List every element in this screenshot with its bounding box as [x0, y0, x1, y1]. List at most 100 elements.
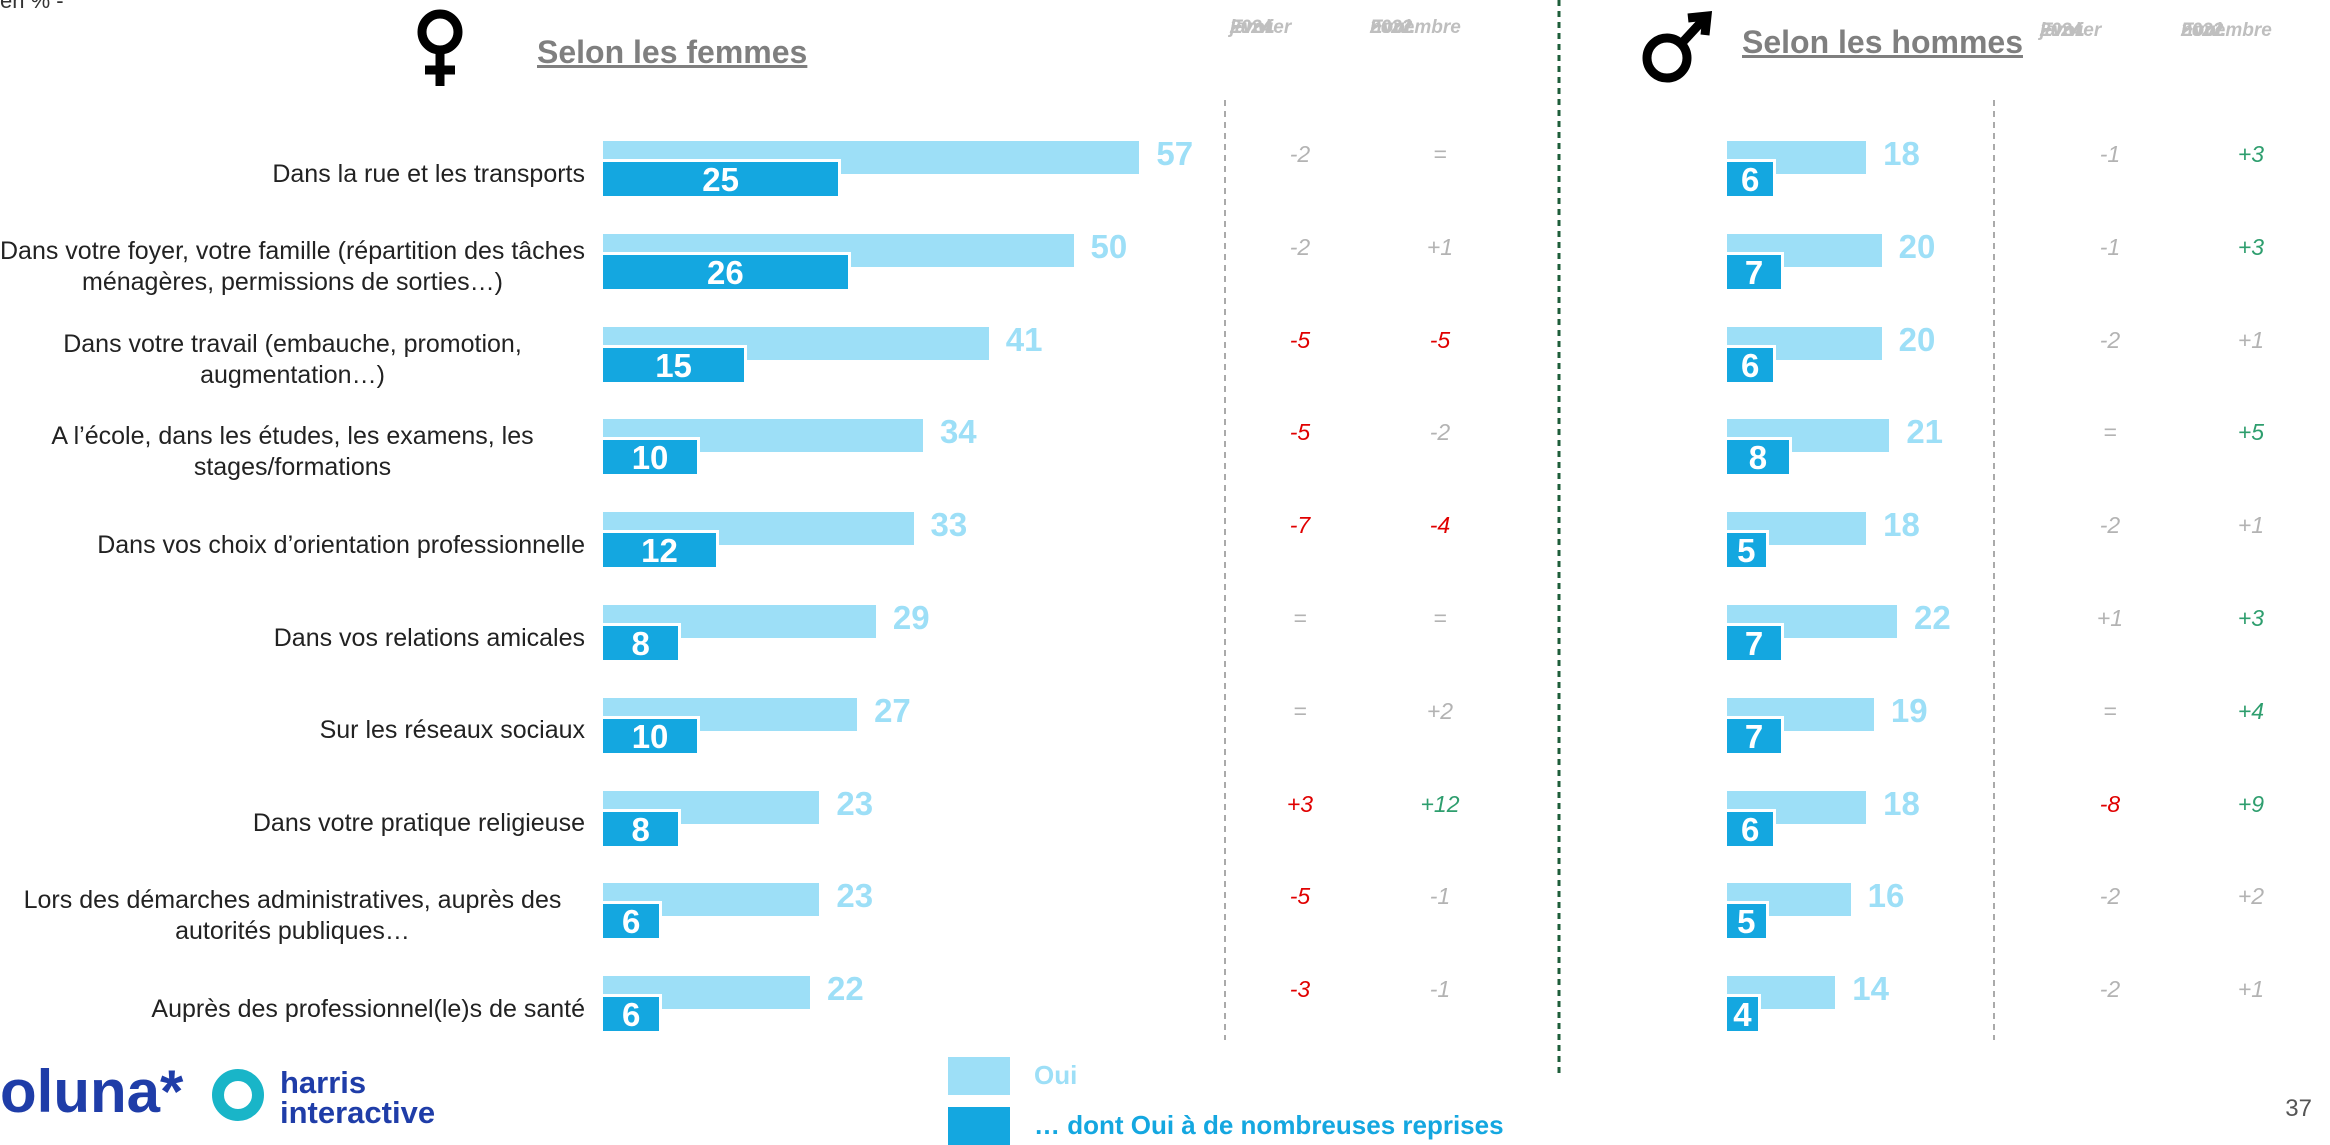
value-label: 7 [1744, 717, 1764, 755]
bar [603, 254, 848, 289]
bar [603, 533, 716, 568]
bar [1727, 718, 1782, 753]
category-box: Lors des démarches administratives, aupr… [0, 881, 585, 951]
evol-value: = [1293, 697, 1307, 724]
category-box: Auprès des professionnel(le)s de santé [0, 974, 585, 1044]
category-label: A l’école, dans les études, les examens,… [51, 422, 534, 482]
evol-header-line: 2024 [2040, 20, 2083, 41]
value-label: 34 [939, 413, 977, 451]
female-symbol [417, 9, 463, 86]
category-box: Dans votre foyer, votre famille (réparti… [0, 232, 585, 302]
value-label: 8 [631, 810, 650, 848]
male-symbol [1642, 10, 1713, 83]
value-label: 50 [1090, 227, 1128, 265]
value-label: 21 [1906, 413, 1944, 451]
value-label: 6 [622, 996, 641, 1034]
bar [1727, 440, 1789, 475]
evol-value: -1 [1429, 976, 1451, 1003]
evol-value: +1 [2237, 512, 2265, 539]
evol-header-line: 2022 [2181, 20, 2224, 41]
bar [603, 904, 660, 939]
evol-value: -2 [1289, 233, 1311, 260]
evol-value: +4 [2237, 697, 2265, 724]
value-label: 6 [1741, 161, 1760, 198]
page-number: 37 [2285, 1095, 2312, 1122]
category-box: Sur les réseaux sociaux [0, 696, 585, 766]
value-label: 25 [702, 161, 739, 198]
evol-value: +2 [2237, 883, 2265, 910]
category-box: Dans votre travail (embauche, promotion,… [0, 325, 585, 395]
evol-value: = [2103, 697, 2117, 724]
value-label: 10 [631, 439, 669, 477]
evol-value: +1 [2237, 976, 2265, 1003]
value-label: 18 [1883, 506, 1920, 544]
bar [1727, 347, 1774, 382]
value-label: 19 [1890, 691, 1928, 729]
evol-header-line: novembre [2181, 20, 2272, 41]
evol-header-line: 2024 [1230, 17, 1273, 38]
value-label: 8 [631, 625, 650, 662]
evol-value: -5 [1429, 326, 1451, 353]
value-label: 18 [1883, 784, 1920, 822]
value-label: 20 [1898, 320, 1936, 358]
bar [1727, 626, 1782, 660]
bar [1727, 811, 1774, 846]
chart-title: Selon les hommes [1742, 24, 2023, 60]
bar [603, 997, 660, 1032]
value-label: 23 [836, 784, 874, 822]
value-label: 57 [1156, 135, 1194, 172]
evol-value: +1 [2237, 326, 2265, 353]
category-label: Dans votre foyer, votre famille (réparti… [0, 236, 585, 296]
value-label: 27 [874, 691, 911, 729]
category-box: Dans vos choix d’orientation professionn… [0, 510, 585, 580]
value-label: 5 [1737, 532, 1756, 570]
category-label: Dans vos choix d’orientation professionn… [97, 530, 585, 559]
evol-value: = [2103, 419, 2117, 446]
legend-swatch [948, 1107, 1010, 1145]
legend-swatch [948, 1057, 1010, 1095]
logo-ring [212, 1069, 264, 1121]
evol-value: = [1433, 141, 1447, 167]
evol-value: = [1293, 605, 1307, 631]
evol-value: -5 [1289, 419, 1311, 446]
logo-brand: oluna* [0, 1058, 184, 1125]
evol-header-line: Evol. [1370, 17, 1416, 38]
value-label: 6 [1741, 346, 1760, 384]
evol-value: +3 [2237, 141, 2265, 167]
value-label: 29 [892, 599, 930, 636]
value-label: 20 [1898, 227, 1936, 265]
value-label: 22 [827, 970, 864, 1008]
category-box: Dans votre pratique religieuse [0, 789, 585, 859]
category-label: Dans la rue et les transports [272, 159, 585, 188]
category-label: Sur les réseaux sociaux [319, 716, 585, 745]
bar [603, 626, 679, 660]
evol-value: -2 [2099, 976, 2121, 1003]
category-label: Dans votre travail (embauche, promotion,… [63, 329, 522, 389]
evol-value: -2 [1429, 419, 1451, 446]
evol-value: -5 [1289, 326, 1311, 353]
logo-line: interactive [280, 1095, 436, 1130]
evol-value: +3 [2237, 233, 2265, 260]
value-label: 8 [1748, 439, 1768, 477]
value-label: 5 [1737, 903, 1756, 941]
logo-line: harris [280, 1065, 367, 1100]
legend-label: … dont Oui à de nombreuses reprises [1034, 1110, 1504, 1140]
evol-value: = [1433, 605, 1447, 631]
evol-header-line: novembre [1370, 17, 1461, 38]
evol-value: +9 [2237, 790, 2265, 817]
bar [1727, 904, 1766, 939]
evol-header-line: Evol. [1230, 17, 1276, 38]
evol-header-line: janvier [2040, 20, 2102, 41]
evol-value: +1 [2096, 605, 2124, 631]
evol-value: +2 [1426, 697, 1454, 724]
subtitle: en % - [0, 0, 64, 13]
bar [1727, 533, 1766, 568]
category-label: Dans votre pratique religieuse [252, 809, 585, 838]
evol-value: -8 [2099, 790, 2121, 817]
evol-value: +3 [2237, 605, 2265, 631]
value-label: 23 [836, 877, 874, 915]
value-label: 15 [655, 346, 692, 384]
evol-value: -5 [1289, 883, 1311, 910]
